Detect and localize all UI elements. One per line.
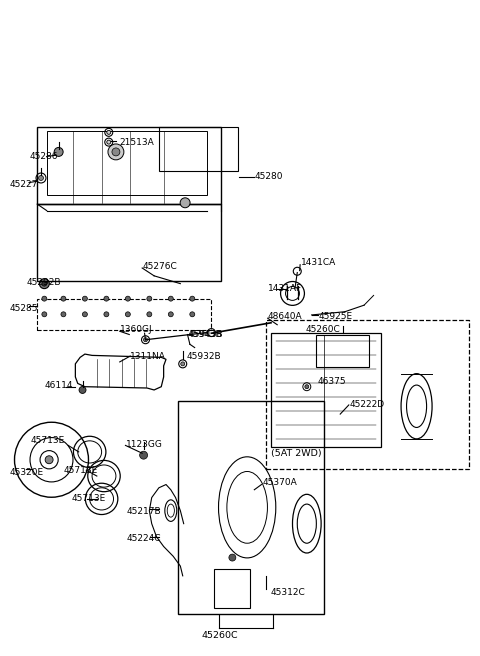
Text: 46114: 46114 bbox=[44, 381, 73, 390]
Circle shape bbox=[147, 312, 152, 317]
Circle shape bbox=[54, 148, 63, 156]
Circle shape bbox=[79, 386, 86, 394]
Text: 21513A: 21513A bbox=[120, 138, 155, 147]
Text: 45292B: 45292B bbox=[26, 278, 60, 287]
Circle shape bbox=[168, 312, 173, 317]
Circle shape bbox=[107, 140, 111, 144]
Circle shape bbox=[125, 296, 131, 301]
Text: 1123GG: 1123GG bbox=[126, 440, 163, 449]
Circle shape bbox=[61, 312, 66, 317]
Text: 45222D: 45222D bbox=[350, 400, 385, 409]
Circle shape bbox=[45, 456, 53, 464]
Text: 45713E: 45713E bbox=[72, 495, 106, 503]
Circle shape bbox=[107, 131, 111, 134]
Circle shape bbox=[144, 338, 147, 342]
Text: 45286: 45286 bbox=[30, 152, 59, 161]
Bar bbox=[159, 127, 238, 171]
Circle shape bbox=[42, 312, 47, 317]
Text: 45370A: 45370A bbox=[263, 478, 298, 487]
Circle shape bbox=[38, 176, 44, 180]
Circle shape bbox=[125, 312, 131, 317]
Circle shape bbox=[39, 279, 49, 289]
Text: 45312C: 45312C bbox=[271, 588, 306, 597]
Circle shape bbox=[42, 296, 47, 301]
Circle shape bbox=[190, 312, 195, 317]
Text: (5AT 2WD): (5AT 2WD) bbox=[271, 449, 322, 459]
Text: 1431CA: 1431CA bbox=[301, 258, 336, 267]
Circle shape bbox=[147, 296, 152, 301]
Text: 46375: 46375 bbox=[318, 377, 347, 386]
Circle shape bbox=[104, 296, 109, 301]
Circle shape bbox=[83, 296, 87, 301]
Circle shape bbox=[181, 362, 185, 366]
Text: 45285: 45285 bbox=[10, 304, 38, 313]
Text: 45943B: 45943B bbox=[189, 330, 223, 339]
Text: 45925E: 45925E bbox=[319, 312, 353, 321]
Bar bbox=[214, 569, 250, 609]
Bar bbox=[316, 335, 369, 367]
Circle shape bbox=[229, 554, 236, 561]
Text: 45943B: 45943B bbox=[188, 330, 222, 339]
Text: 45320E: 45320E bbox=[10, 468, 44, 478]
Text: 45713E: 45713E bbox=[31, 436, 65, 445]
Text: 45713E: 45713E bbox=[63, 466, 97, 475]
Circle shape bbox=[61, 296, 66, 301]
Text: 48640A: 48640A bbox=[268, 312, 302, 321]
Text: 1311NA: 1311NA bbox=[130, 352, 166, 361]
Text: 45217B: 45217B bbox=[126, 508, 161, 516]
Circle shape bbox=[112, 148, 120, 156]
Text: 45224C: 45224C bbox=[126, 533, 161, 543]
Text: 1431AF: 1431AF bbox=[268, 284, 302, 293]
Circle shape bbox=[42, 281, 47, 286]
Bar bbox=[37, 298, 211, 330]
Bar bbox=[37, 204, 221, 281]
Text: 45280: 45280 bbox=[254, 172, 283, 181]
Circle shape bbox=[83, 312, 87, 317]
Circle shape bbox=[305, 384, 309, 389]
Bar bbox=[47, 131, 206, 195]
Circle shape bbox=[180, 198, 190, 208]
Circle shape bbox=[140, 451, 147, 459]
Bar bbox=[266, 320, 469, 469]
Text: 1360GJ: 1360GJ bbox=[120, 325, 152, 334]
Bar bbox=[37, 127, 221, 204]
Text: 45260C: 45260C bbox=[202, 631, 239, 640]
Bar bbox=[271, 333, 381, 447]
Bar bbox=[178, 401, 324, 613]
Text: 45260C: 45260C bbox=[306, 325, 341, 334]
Text: 45276C: 45276C bbox=[142, 262, 177, 270]
Circle shape bbox=[104, 312, 109, 317]
Circle shape bbox=[190, 296, 195, 301]
Circle shape bbox=[108, 144, 124, 160]
Text: 45227: 45227 bbox=[10, 180, 38, 189]
Circle shape bbox=[168, 296, 173, 301]
Text: 45932B: 45932B bbox=[187, 352, 221, 361]
